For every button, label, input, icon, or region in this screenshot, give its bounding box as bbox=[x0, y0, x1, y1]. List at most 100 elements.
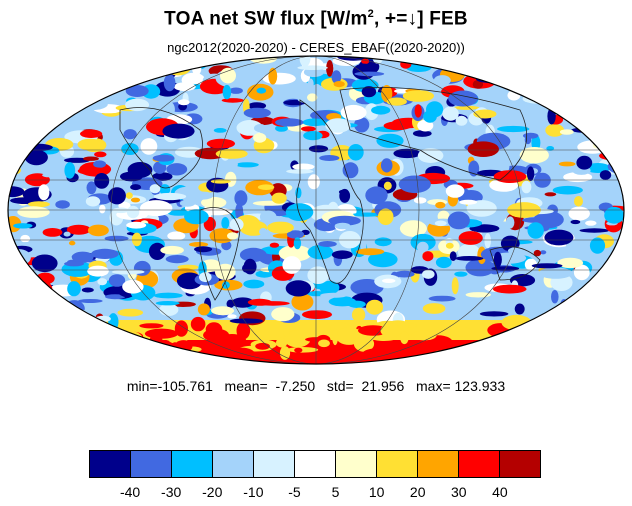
anomaly-cell bbox=[26, 331, 42, 341]
anomaly-cell bbox=[283, 328, 290, 337]
anomaly-cell bbox=[417, 241, 429, 253]
anomaly-cell bbox=[516, 59, 534, 71]
anomaly-cell bbox=[422, 269, 435, 279]
anomaly-cell bbox=[516, 75, 528, 92]
anomaly-cell bbox=[206, 138, 235, 149]
anomaly-cell bbox=[583, 319, 599, 335]
anomaly-cell bbox=[227, 158, 238, 170]
anomaly-cell bbox=[312, 83, 321, 93]
anomaly-cell bbox=[552, 62, 578, 69]
anomaly-cell bbox=[414, 104, 422, 118]
colorbar-tick-label: 40 bbox=[492, 484, 508, 500]
anomaly-cell bbox=[38, 184, 50, 201]
anomaly-cell bbox=[64, 162, 76, 179]
anomaly-cell bbox=[603, 107, 614, 112]
anomaly-cell bbox=[8, 76, 24, 94]
anomaly-cell bbox=[610, 284, 620, 291]
anomaly-cell bbox=[559, 129, 574, 135]
anomaly-cell bbox=[23, 301, 51, 311]
anomaly-cell bbox=[506, 330, 521, 345]
anomaly-cell bbox=[340, 104, 367, 121]
anomaly-cell bbox=[189, 242, 209, 247]
anomaly-cell bbox=[140, 200, 173, 217]
anomaly-cell bbox=[39, 57, 53, 74]
anomaly-cell bbox=[87, 224, 109, 237]
title-main: TOA net SW flux [W/m bbox=[164, 8, 368, 30]
anomaly-cell bbox=[186, 353, 193, 358]
anomaly-cell bbox=[130, 197, 141, 203]
anomaly-cell bbox=[239, 247, 267, 262]
anomaly-cell bbox=[235, 162, 259, 168]
anomaly-cell bbox=[473, 109, 497, 119]
anomaly-cell bbox=[247, 102, 267, 110]
anomaly-cell bbox=[597, 321, 620, 336]
anomaly-cell bbox=[227, 232, 239, 240]
anomaly-cell bbox=[303, 131, 323, 141]
anomaly-cell bbox=[228, 347, 255, 361]
anomaly-cell bbox=[64, 87, 84, 100]
anomaly-cell bbox=[130, 184, 142, 191]
anomaly-cell bbox=[576, 155, 593, 170]
anomaly-cell bbox=[14, 298, 30, 313]
anomaly-cell bbox=[22, 114, 48, 123]
anomaly-cell bbox=[488, 67, 510, 82]
anomaly-cell bbox=[90, 323, 103, 331]
world-map-mollweide bbox=[7, 55, 625, 365]
anomaly-cell bbox=[332, 328, 339, 346]
anomaly-cell bbox=[333, 81, 345, 88]
anomaly-cell bbox=[466, 200, 497, 217]
anomaly-cell bbox=[514, 303, 525, 315]
anomaly-cell bbox=[42, 228, 63, 237]
anomaly-cell bbox=[465, 292, 491, 298]
anomaly-cell bbox=[53, 94, 64, 104]
anomaly-cell bbox=[533, 211, 564, 229]
anomaly-cell bbox=[259, 228, 268, 236]
anomaly-cell bbox=[567, 335, 602, 351]
anomaly-cell bbox=[521, 82, 531, 87]
anomaly-cell bbox=[572, 295, 601, 303]
anomaly-cell bbox=[184, 209, 209, 225]
anomaly-cell bbox=[94, 151, 107, 158]
anomaly-cell bbox=[326, 60, 334, 77]
anomaly-cell bbox=[589, 237, 606, 254]
anomaly-cell bbox=[572, 86, 587, 103]
anomaly-cell bbox=[17, 111, 32, 129]
anomaly-cell bbox=[488, 348, 498, 359]
anomaly-cell bbox=[604, 337, 618, 354]
anomaly-cell bbox=[609, 149, 624, 156]
anomaly-cell bbox=[356, 248, 385, 256]
anomaly-cell bbox=[584, 119, 618, 128]
anomaly-cell bbox=[236, 322, 251, 340]
anomaly-cell bbox=[163, 74, 176, 92]
anomaly-cell bbox=[104, 77, 113, 91]
anomaly-cell bbox=[153, 192, 187, 201]
anomaly-cell bbox=[144, 328, 179, 339]
anomaly-cell bbox=[484, 233, 492, 249]
anomaly-cell bbox=[497, 125, 530, 133]
anomaly-cell bbox=[534, 76, 545, 88]
anomaly-cell bbox=[139, 323, 164, 329]
anomaly-cell bbox=[454, 271, 468, 277]
anomaly-cell bbox=[433, 75, 451, 86]
anomaly-cell bbox=[599, 332, 624, 345]
anomaly-cell bbox=[318, 241, 337, 247]
anomaly-cell bbox=[291, 293, 314, 311]
anomaly-cell bbox=[13, 223, 33, 229]
anomaly-cell bbox=[540, 250, 547, 255]
anomaly-cell bbox=[607, 56, 624, 70]
anomaly-cell bbox=[524, 258, 538, 271]
anomaly-cell bbox=[152, 154, 175, 162]
anomaly-cell bbox=[293, 237, 302, 250]
anomaly-cell bbox=[32, 314, 58, 329]
anomaly-cell bbox=[417, 148, 444, 164]
anomaly-cell bbox=[108, 187, 126, 205]
anomaly-cell bbox=[122, 279, 144, 294]
colorbar-swatch bbox=[459, 451, 500, 477]
anomaly-cell bbox=[8, 303, 15, 310]
colorbar-tick-label: 30 bbox=[451, 484, 467, 500]
anomaly-cell bbox=[307, 245, 334, 260]
anomaly-cell bbox=[91, 56, 110, 65]
anomaly-cell bbox=[91, 248, 119, 259]
anomaly-cell bbox=[9, 89, 25, 101]
anomaly-cell bbox=[95, 327, 104, 338]
